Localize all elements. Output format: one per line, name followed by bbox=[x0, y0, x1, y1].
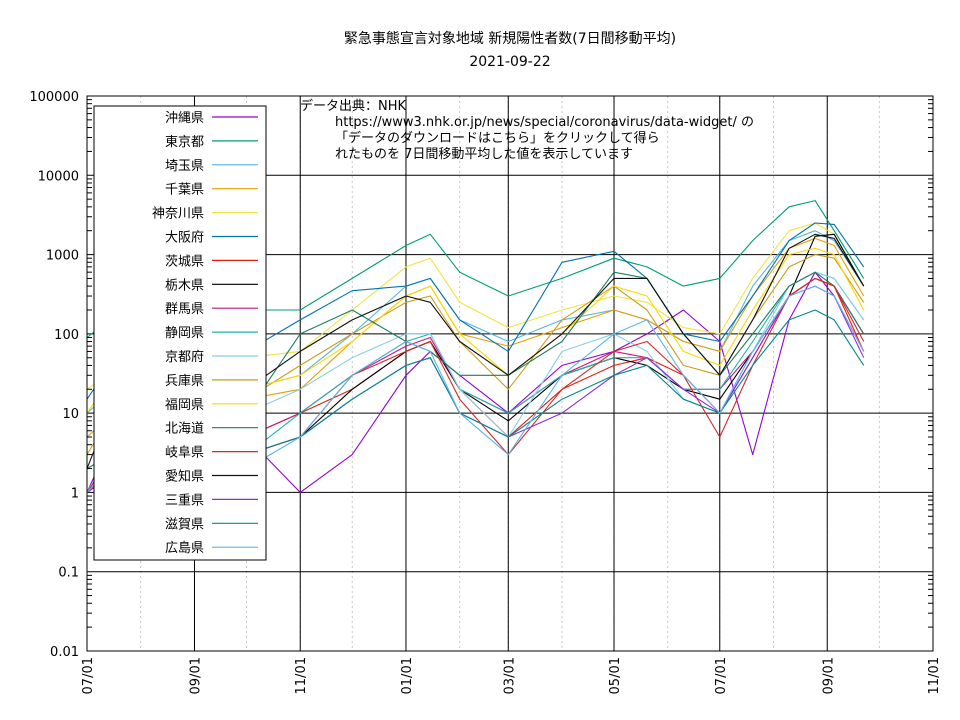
y-tick-label: 10 bbox=[62, 407, 79, 422]
legend-label: 大阪府 bbox=[165, 231, 204, 246]
legend-label: 滋賀県 bbox=[165, 517, 204, 532]
y-tick-label: 100 bbox=[54, 328, 79, 343]
x-tick-label: 11/01 bbox=[294, 657, 309, 694]
x-axis-ticks: 07/01 09/01 11/01 01/01 03/01 05/01 07/01 09/01… bbox=[81, 657, 942, 694]
y-tick-label: 0.01 bbox=[50, 645, 79, 660]
legend-label: 北海道 bbox=[165, 422, 204, 437]
legend-label: 京都府 bbox=[165, 350, 204, 365]
x-tick-label: 01/01 bbox=[400, 657, 415, 694]
note-line: れたものを 7日間移動平均した値を表示しています bbox=[335, 146, 633, 162]
x-tick-label: 07/01 bbox=[81, 657, 96, 694]
legend-label: 兵庫県 bbox=[165, 374, 204, 389]
legend-label: 愛知県 bbox=[165, 469, 204, 485]
legend-label: 栃木県 bbox=[165, 278, 204, 293]
note-line: https://www3.nhk.or.jp/news/special/coro… bbox=[335, 115, 754, 130]
y-tick-label: 1 bbox=[71, 486, 79, 501]
y-tick-label: 10000 bbox=[38, 169, 79, 184]
legend-label: 東京都 bbox=[165, 134, 204, 150]
legend-label: 神奈川県 bbox=[152, 207, 204, 222]
legend-label: 群馬県 bbox=[165, 302, 204, 317]
x-tick-label: 09/01 bbox=[188, 657, 203, 694]
x-tick-label: 11/01 bbox=[927, 657, 942, 694]
legend: 沖縄県東京都埼玉県千葉県神奈川県大阪府茨城県栃木県群馬県静岡県京都府兵庫県福岡県… bbox=[93, 105, 267, 561]
legend-label: 静岡県 bbox=[165, 326, 204, 341]
legend-label: 茨城県 bbox=[165, 254, 204, 269]
y-tick-label: 100000 bbox=[29, 90, 79, 105]
x-tick-label: 05/01 bbox=[608, 657, 623, 694]
y-axis-ticks: 100000 10000 1000 100 10 1 0.1 0.01 bbox=[29, 90, 933, 660]
x-tick-label: 07/01 bbox=[714, 657, 729, 694]
legend-label: 三重県 bbox=[165, 492, 204, 508]
legend-label: 埼玉県 bbox=[165, 159, 204, 174]
legend-box bbox=[93, 105, 267, 561]
source-note: データ出典：NHK https://www3.nhk.or.jp/news/sp… bbox=[300, 98, 754, 162]
legend-label: 岐阜県 bbox=[165, 445, 204, 461]
y-tick-label: 1000 bbox=[46, 249, 79, 264]
legend-label: 福岡県 bbox=[165, 398, 204, 413]
legend-items: 沖縄県東京都埼玉県千葉県神奈川県大阪府茨城県栃木県群馬県静岡県京都府兵庫県福岡県… bbox=[152, 111, 258, 556]
note-line: 「データのダウンロードはこちら」をクリックして得ら bbox=[335, 130, 660, 146]
legend-label: 沖縄県 bbox=[165, 111, 204, 126]
y-tick-label: 0.1 bbox=[58, 566, 79, 581]
legend-label: 広島県 bbox=[165, 541, 204, 556]
plot-frame bbox=[86, 95, 934, 652]
legend-label: 千葉県 bbox=[165, 183, 204, 198]
x-tick-label: 03/01 bbox=[502, 657, 517, 694]
note-line: データ出典：NHK bbox=[300, 98, 407, 114]
chart-subtitle: 2021-09-22 bbox=[469, 54, 550, 70]
x-tick-label: 09/01 bbox=[821, 657, 836, 694]
chart-title: 緊急事態宣言対象地域 新規陽性者数(7日間移動平均) bbox=[344, 31, 676, 47]
